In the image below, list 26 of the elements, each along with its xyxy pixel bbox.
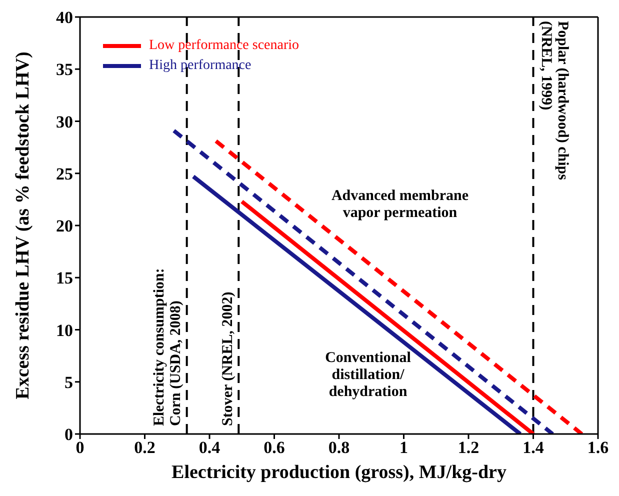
- legend-label: High performance: [149, 58, 252, 74]
- note: Advanced membrane vapor permeation: [330, 188, 470, 222]
- y-tick-label: 10: [56, 320, 73, 340]
- note: Conventional distillation/ dehydration: [324, 350, 412, 401]
- ref-line-label: Stover (NREL, 2002): [220, 292, 236, 426]
- y-tick-label: 40: [56, 8, 73, 28]
- y-tick-label: 20: [56, 216, 73, 236]
- y-axis-title: Excess residue LHV (as % feedstock LHV): [12, 52, 34, 400]
- x-tick-label: 0.2: [134, 438, 156, 458]
- x-tick-label: 0.6: [264, 438, 285, 458]
- y-tick-label: 5: [64, 372, 73, 392]
- x-tick-label: 1.4: [522, 438, 544, 458]
- y-tick-label: 25: [56, 164, 73, 184]
- ref-line-label: Poplar (hardwood) chips (NREL, 1999): [538, 21, 570, 180]
- y-tick-label: 30: [56, 112, 73, 132]
- y-tick-label: 35: [56, 60, 73, 80]
- x-tick-label: 0.8: [328, 438, 350, 458]
- x-tick-label: 1.2: [458, 438, 480, 458]
- x-tick-label: 1.6: [587, 438, 609, 458]
- ref-line-label: Electricity consumption: Corn (USDA, 2008): [152, 268, 184, 426]
- legend-label: Low performance scenario: [149, 38, 300, 54]
- x-tick-label: 1: [400, 438, 408, 458]
- x-tick-label: 0.4: [198, 438, 221, 458]
- y-tick-label: 15: [56, 268, 73, 288]
- x-axis-title: Electricity production (gross), MJ/kg-dry: [172, 462, 507, 483]
- y-tick-label: 0: [64, 425, 73, 444]
